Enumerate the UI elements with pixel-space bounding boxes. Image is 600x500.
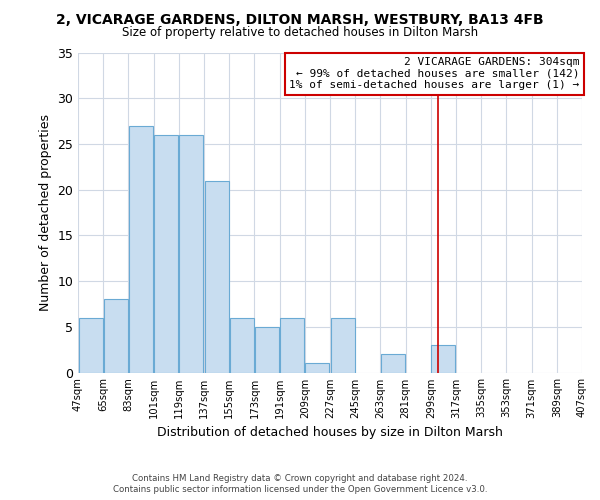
Bar bbox=[331, 318, 355, 372]
Bar bbox=[154, 135, 178, 372]
Bar bbox=[230, 318, 254, 372]
Text: 2 VICARAGE GARDENS: 304sqm
← 99% of detached houses are smaller (142)
1% of semi: 2 VICARAGE GARDENS: 304sqm ← 99% of deta… bbox=[289, 58, 580, 90]
Bar bbox=[255, 327, 279, 372]
Text: 2, VICARAGE GARDENS, DILTON MARSH, WESTBURY, BA13 4FB: 2, VICARAGE GARDENS, DILTON MARSH, WESTB… bbox=[56, 12, 544, 26]
Text: Contains HM Land Registry data © Crown copyright and database right 2024.
Contai: Contains HM Land Registry data © Crown c… bbox=[113, 474, 487, 494]
Text: Size of property relative to detached houses in Dilton Marsh: Size of property relative to detached ho… bbox=[122, 26, 478, 39]
Bar bbox=[205, 180, 229, 372]
Bar bbox=[179, 135, 203, 372]
Bar bbox=[305, 364, 329, 372]
Y-axis label: Number of detached properties: Number of detached properties bbox=[39, 114, 52, 311]
Bar bbox=[431, 345, 455, 372]
X-axis label: Distribution of detached houses by size in Dilton Marsh: Distribution of detached houses by size … bbox=[157, 426, 503, 439]
Bar bbox=[381, 354, 405, 372]
Bar bbox=[104, 300, 128, 372]
Bar bbox=[129, 126, 153, 372]
Bar bbox=[79, 318, 103, 372]
Bar bbox=[280, 318, 304, 372]
